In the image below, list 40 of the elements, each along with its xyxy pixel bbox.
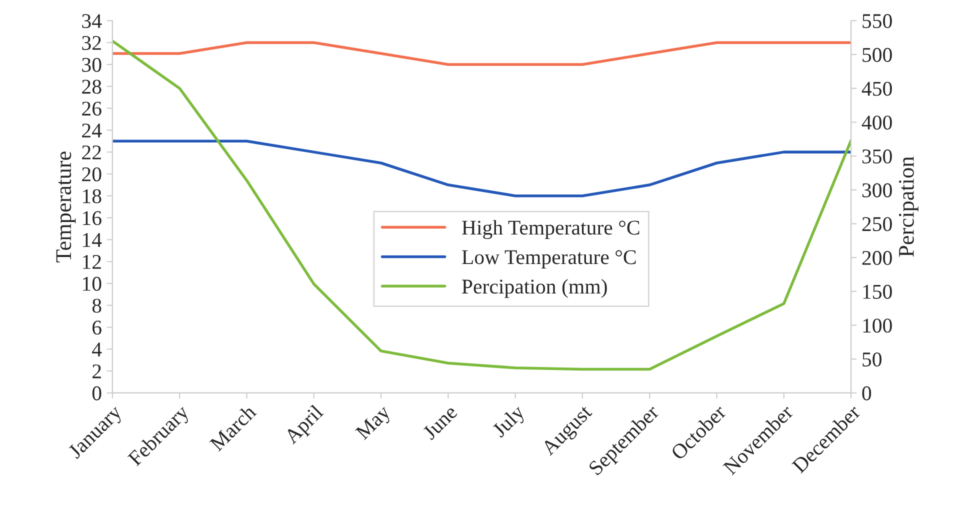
y-tick-label: 34 <box>82 14 102 28</box>
y2-tick-label: 400 <box>862 116 892 130</box>
y-tick-label: 6 <box>92 320 102 335</box>
y2-tick-label: 100 <box>863 318 892 333</box>
y2-tick-label: 450 <box>862 82 892 96</box>
y2-axis-title: Percipation <box>898 156 918 257</box>
y-tick-label: 14 <box>83 233 102 247</box>
y-tick-label: 22 <box>82 145 101 160</box>
x-tick-label: July <box>491 403 529 441</box>
y2-tick-label: 300 <box>862 183 892 198</box>
line-series <box>112 40 852 371</box>
legend-label: Low Temperature °C <box>462 250 636 268</box>
x-tick-label: May <box>354 404 394 444</box>
y-tick-label: 30 <box>82 58 102 72</box>
y2-tick-label: 0 <box>862 386 872 400</box>
y-tick-label: 12 <box>83 254 101 269</box>
y-tick-label: 0 <box>92 386 102 400</box>
y-tick-label: 20 <box>82 167 102 182</box>
y-tick-label: 28 <box>82 80 102 94</box>
y2-tick-label: 250 <box>862 217 892 232</box>
y-tick-label: 4 <box>92 342 102 356</box>
y2-tick-label: 500 <box>862 48 892 62</box>
y2-tick-label: 200 <box>862 250 892 265</box>
legend-label: High Temperature °C <box>462 220 640 240</box>
y-axis-title: Temperature <box>56 152 76 262</box>
y2-tick-label: 550 <box>862 14 892 28</box>
y-tick-label: 18 <box>83 189 102 204</box>
y-tick-label: 32 <box>82 36 101 50</box>
y-tick-label: 8 <box>92 298 102 313</box>
y-tick-label: 26 <box>82 102 102 116</box>
legend-label: Percipation (mm) <box>462 278 607 298</box>
y-tick-label: 10 <box>83 276 102 291</box>
x-tick-label: June <box>422 404 458 440</box>
y2-tick-label: 50 <box>862 352 882 367</box>
y-tick-label: 16 <box>83 211 102 226</box>
y2-tick-label: 150 <box>863 284 892 299</box>
y-tick-label: 2 <box>92 364 101 378</box>
y-tick-label: 24 <box>82 124 102 138</box>
line-series <box>112 140 852 198</box>
y2-tick-label: 350 <box>862 149 892 164</box>
